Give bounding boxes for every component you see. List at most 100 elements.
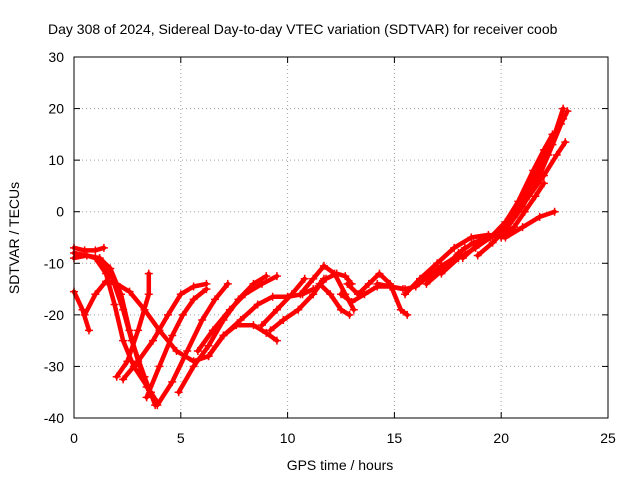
series-point-marker — [140, 372, 149, 381]
series-point-marker — [561, 138, 570, 147]
series-point-marker — [189, 295, 198, 304]
series-point-marker — [134, 326, 143, 335]
series-point-marker — [563, 107, 572, 116]
series-point-marker — [257, 321, 266, 330]
series-point-marker — [119, 375, 128, 384]
series-point-marker — [548, 140, 557, 149]
x-tick-label: 25 — [600, 430, 616, 446]
series-arc-1 — [71, 245, 107, 253]
grid-lines — [74, 57, 608, 418]
series-point-marker — [341, 272, 350, 281]
series-point-marker — [309, 290, 318, 299]
series-point-marker — [337, 290, 345, 299]
series-point-marker — [518, 223, 527, 232]
series-point-marker — [345, 310, 354, 319]
series-point-marker — [510, 223, 519, 232]
series-point-marker — [488, 238, 497, 247]
series-point-marker — [123, 357, 132, 366]
series-point-marker — [112, 372, 121, 381]
series-point-marker — [416, 274, 425, 283]
series-point-marker — [91, 246, 100, 255]
series-point-marker — [337, 305, 345, 314]
series-point-marker — [110, 300, 119, 309]
series-point-marker — [102, 277, 111, 286]
series-point-marker — [257, 279, 266, 288]
series-point-marker — [268, 292, 277, 301]
series-point-marker — [559, 114, 568, 123]
series-point-marker — [119, 305, 128, 314]
series-point-marker — [531, 192, 540, 201]
series-point-marker — [82, 251, 91, 260]
series-point-marker — [174, 388, 183, 397]
series-point-marker — [458, 254, 467, 263]
x-axis-label: GPS time / hours — [287, 457, 394, 473]
x-tick-label: 5 — [177, 430, 185, 446]
series-point-marker — [501, 218, 510, 227]
series-point-marker — [272, 272, 281, 281]
series-point-marker — [266, 326, 275, 335]
plot-frame — [73, 56, 609, 419]
series-point-marker — [497, 233, 506, 242]
series-point-marker — [198, 316, 207, 325]
series-point-marker — [189, 362, 198, 371]
series-point-marker — [204, 341, 213, 350]
series-point-marker — [373, 279, 382, 288]
series-point-marker — [91, 290, 100, 299]
series-point-marker — [219, 331, 228, 340]
series-point-marker — [262, 272, 271, 281]
series-point-marker — [204, 352, 213, 361]
series-arc-9 — [144, 286, 209, 400]
series-arc-14 — [259, 276, 307, 328]
series-point-marker — [539, 145, 548, 154]
series-point-marker — [529, 166, 538, 175]
series-point-marker — [163, 310, 172, 319]
series-point-marker — [253, 300, 262, 309]
series-point-marker — [349, 305, 358, 314]
series-point-marker — [189, 282, 198, 291]
series-point-marker — [347, 297, 356, 306]
series-point-marker — [535, 212, 544, 221]
series-point-marker — [433, 259, 442, 268]
y-tick-label: -20 — [44, 307, 64, 323]
series-point-marker — [550, 207, 559, 216]
series-point-marker — [193, 346, 202, 355]
series-arc-6 — [97, 255, 158, 408]
series-point-marker — [422, 279, 431, 288]
series-point-marker — [262, 328, 271, 337]
series-point-marker — [210, 295, 219, 304]
series-point-marker — [95, 254, 104, 263]
x-tick-label: 0 — [70, 430, 78, 446]
y-tick-label: 20 — [48, 101, 64, 117]
series-point-marker — [520, 207, 529, 216]
series-point-marker — [125, 287, 134, 296]
series-arc-18 — [317, 281, 352, 318]
series-arc-10 — [155, 281, 231, 408]
series-point-marker — [396, 305, 405, 314]
series-point-marker — [225, 305, 234, 314]
series-point-marker — [178, 310, 187, 319]
series-point-marker — [240, 290, 249, 299]
series-point-marker — [326, 290, 335, 299]
series-point-marker — [134, 357, 143, 366]
series-point-marker — [176, 290, 185, 299]
series-point-marker — [168, 331, 177, 340]
series-point-marker — [535, 171, 544, 180]
series-point-marker — [296, 290, 305, 299]
series-point-marker — [552, 150, 561, 159]
y-tick-label: -30 — [44, 358, 64, 374]
series-point-marker — [473, 251, 482, 260]
y-tick-label: -10 — [44, 255, 64, 271]
series-point-marker — [375, 269, 384, 278]
series-point-marker — [539, 179, 548, 188]
series-point-marker — [309, 274, 318, 283]
y-tick-label: -40 — [44, 410, 64, 426]
series-point-marker — [236, 316, 245, 325]
series-point-marker — [403, 310, 412, 319]
series-arc-27 — [488, 132, 555, 240]
series-point-marker — [202, 285, 211, 294]
series-point-marker — [287, 290, 296, 299]
series-point-marker — [360, 290, 369, 299]
series-point-marker — [343, 279, 352, 288]
series-point-marker — [249, 321, 258, 330]
series-point-marker — [437, 269, 446, 278]
